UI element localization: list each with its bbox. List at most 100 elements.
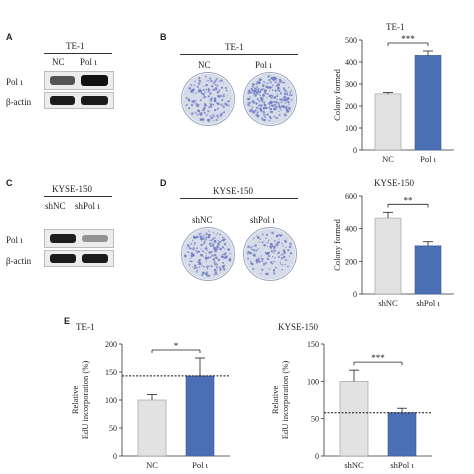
colony-dot <box>247 101 251 105</box>
colony-dot <box>204 238 207 241</box>
colony-dot <box>214 108 217 112</box>
y-tick-label: 100 <box>345 124 357 133</box>
colony-dot <box>268 95 271 98</box>
chart-title: TE-1 <box>76 322 95 332</box>
colony-dots <box>182 228 234 280</box>
colony-dot <box>214 98 216 100</box>
colony-dot <box>215 263 219 266</box>
colony-dot <box>262 85 265 88</box>
colony-dot <box>216 244 219 248</box>
colony-dot <box>268 116 271 118</box>
colony-dot <box>206 246 208 248</box>
colony-dot <box>252 83 255 86</box>
colony-dot <box>218 266 221 269</box>
colony-dot <box>228 258 232 262</box>
dish-d-label-2: shPol ι <box>250 215 275 225</box>
colony-dot <box>265 106 268 110</box>
colony-dot <box>213 242 215 244</box>
colony-dot <box>282 249 285 252</box>
blot-a-row-2: β-actin <box>6 97 32 107</box>
colony-dot <box>209 105 213 108</box>
colony-dot <box>219 233 222 236</box>
colony-dot <box>211 238 214 241</box>
colony-dot <box>261 241 264 244</box>
colony-dot <box>219 114 222 117</box>
blot-a-lane-2: Pol ι <box>80 57 97 67</box>
colony-dot <box>268 78 271 82</box>
colony-dot <box>252 249 256 252</box>
colony-dot <box>207 236 211 239</box>
colony-dot <box>289 93 291 95</box>
colony-dot <box>287 101 290 104</box>
colony-dot <box>221 240 223 242</box>
colony-dot <box>200 92 203 95</box>
colony-dot <box>281 245 284 247</box>
colony-dot <box>187 251 190 254</box>
colony-dot <box>196 247 199 250</box>
blot-c-actin-strip <box>44 250 114 267</box>
colony-dot <box>205 255 207 257</box>
colony-dot <box>288 94 291 97</box>
y-tick-label: 0 <box>315 452 319 461</box>
y-tick-label: 200 <box>105 340 117 349</box>
colony-dot <box>273 96 277 99</box>
colony-dot <box>260 98 264 102</box>
colony-dot <box>255 249 258 252</box>
colony-dot <box>214 79 217 82</box>
colony-dot <box>212 119 215 121</box>
colony-dot <box>258 257 261 260</box>
colony-dot <box>289 91 292 94</box>
colony-dot <box>225 103 229 107</box>
colony-dot <box>256 85 258 87</box>
colony-dot <box>204 107 206 110</box>
colony-dot <box>210 244 213 247</box>
colony-dot <box>257 105 260 107</box>
colony-dot <box>186 247 188 249</box>
colony-dot <box>277 102 280 105</box>
colony-dot <box>268 119 271 122</box>
colony-dot <box>193 242 196 245</box>
colony-dot <box>283 81 286 84</box>
colony-dot <box>283 96 285 98</box>
blot-c-row-1: Pol ι <box>6 235 23 245</box>
colony-dot <box>209 115 212 117</box>
colony-dot <box>190 90 194 93</box>
colony-dot <box>202 250 205 253</box>
colony-dot <box>266 96 268 98</box>
colony-dot <box>273 100 276 104</box>
colony-dot <box>249 101 252 104</box>
colony-dot <box>213 114 216 117</box>
colony-dot <box>250 262 254 266</box>
colony-chart-kyse150: KYSE-150 0 200 400 600 Colony formed shNC shPol… <box>332 178 454 308</box>
colony-dot <box>195 267 198 269</box>
colony-dot <box>205 252 207 254</box>
colony-dot <box>220 103 223 106</box>
colony-dot <box>276 106 278 108</box>
colony-dot <box>251 85 254 88</box>
colony-dot <box>201 118 205 121</box>
colony-dot <box>216 84 219 87</box>
colony-dot <box>224 256 228 259</box>
colony-dot <box>251 111 253 113</box>
bar <box>374 217 402 295</box>
colony-dot <box>279 92 282 95</box>
colony-dot <box>266 245 268 248</box>
colony-dot <box>227 100 230 103</box>
colony-dot <box>259 238 262 240</box>
colony-dot <box>275 84 278 88</box>
colony-dot <box>210 116 214 120</box>
colony-dish-pol <box>243 72 297 126</box>
colony-dots <box>244 228 296 280</box>
colony-dot <box>251 245 254 248</box>
colony-dot <box>247 90 250 94</box>
colony-dot <box>223 268 226 271</box>
colony-dot <box>275 266 277 269</box>
y-tick-label: 100 <box>307 377 319 386</box>
colony-dots <box>244 73 296 125</box>
colony-dot <box>271 84 274 87</box>
colony-dot <box>260 255 263 257</box>
colony-dot <box>278 110 280 113</box>
colony-dot <box>270 117 273 120</box>
colony-dot <box>222 95 225 98</box>
colony-dot <box>249 96 252 98</box>
